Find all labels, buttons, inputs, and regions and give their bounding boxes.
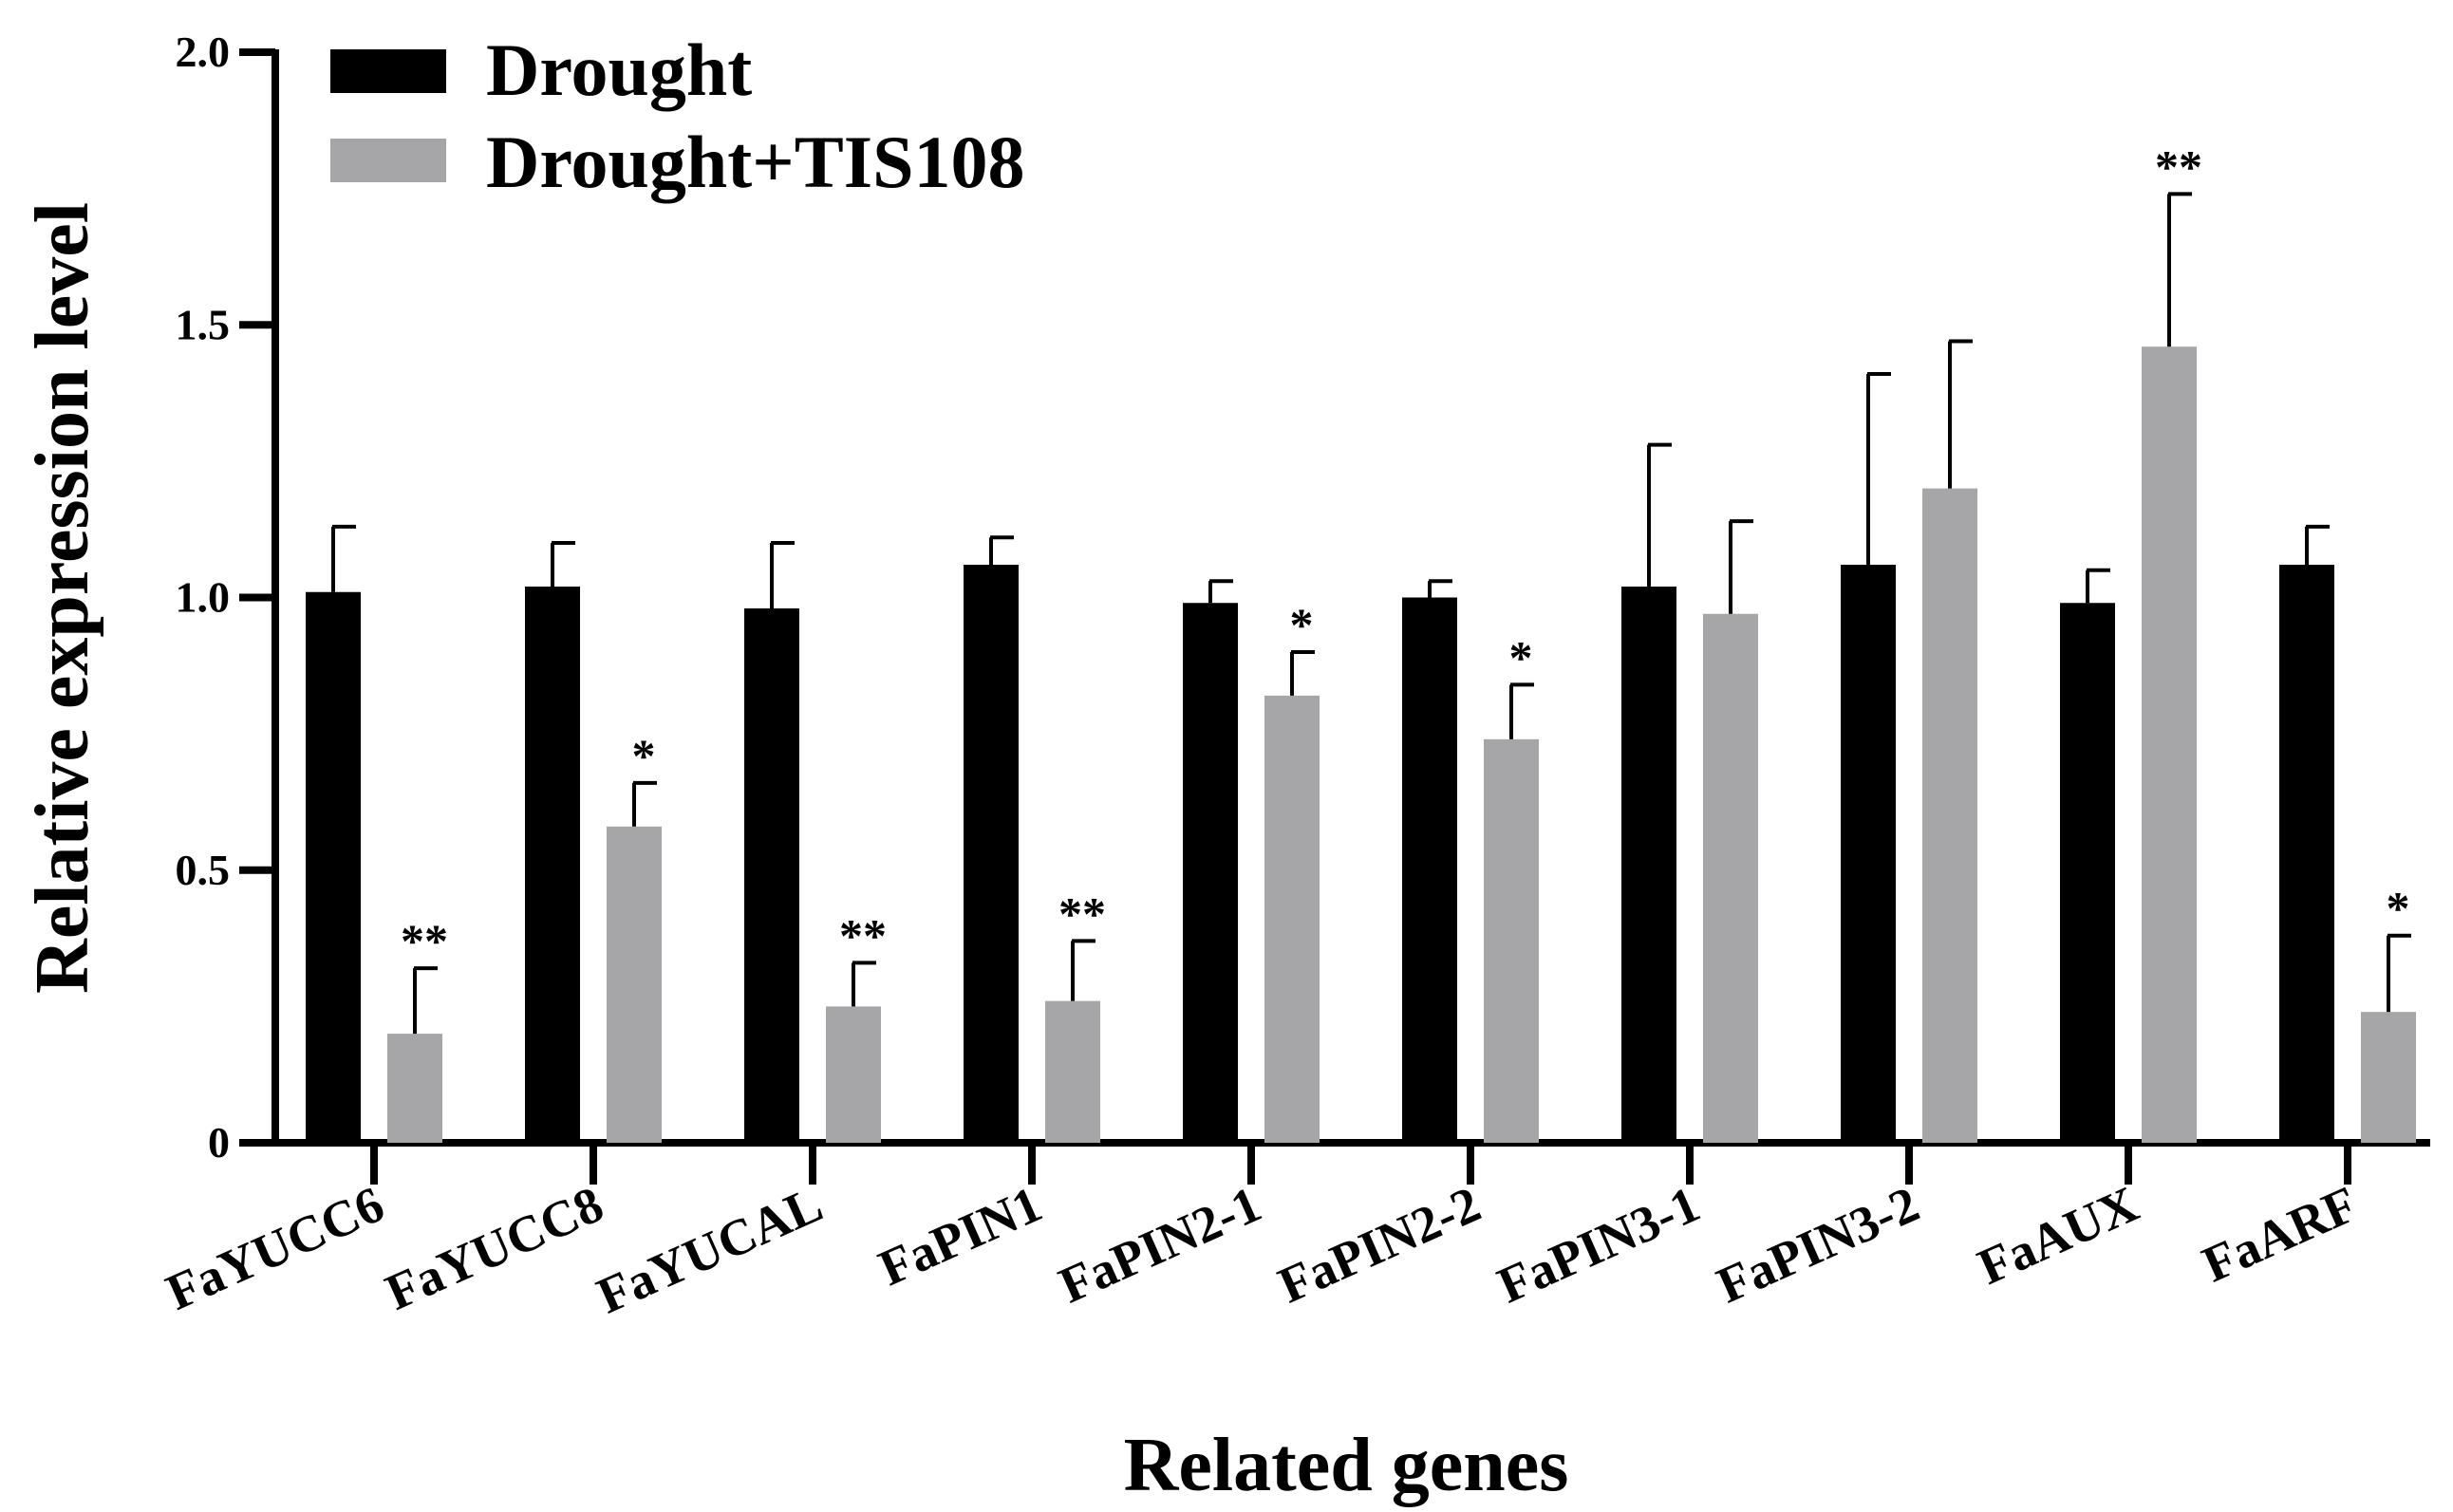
y-axis-title: Relative expression level xyxy=(21,202,104,994)
significance-mark: * xyxy=(1509,630,1533,683)
legend-swatch-drought-tis108 xyxy=(330,139,446,182)
bar-drought-tis108 xyxy=(2142,346,2197,1144)
bar-drought-tis108 xyxy=(387,1034,442,1143)
bar-drought xyxy=(1402,597,1457,1143)
bar-drought xyxy=(1841,565,1896,1143)
y-tick-label: 0 xyxy=(208,1118,230,1167)
legend-label-drought: Drought xyxy=(486,28,752,111)
significance-mark: ** xyxy=(401,914,448,967)
bar-drought xyxy=(964,565,1019,1143)
x-category-label: FaAUX xyxy=(1970,1175,2146,1296)
bar-drought xyxy=(525,587,580,1143)
y-tick-label: 0.5 xyxy=(176,846,231,894)
bar-drought-tis108 xyxy=(826,1006,881,1143)
y-tick-label: 2.0 xyxy=(176,28,231,76)
legend: Drought Drought+TIS108 xyxy=(330,28,1024,203)
significance-mark: * xyxy=(2387,882,2410,935)
x-category-label: FaARF xyxy=(2194,1175,2366,1293)
bar-drought xyxy=(2060,603,2115,1143)
x-axis-title: Related genes xyxy=(1124,1424,1569,1507)
bar-drought xyxy=(1183,603,1238,1143)
bar-drought-tis108 xyxy=(1484,738,1539,1143)
bar-drought-tis108 xyxy=(2361,1012,2416,1143)
significance-mark: * xyxy=(632,729,656,782)
x-category-label: FaPIN2-2 xyxy=(1270,1175,1489,1314)
bar-drought xyxy=(1621,587,1676,1143)
x-category-label: FaYUCC6 xyxy=(158,1175,391,1321)
bar-drought xyxy=(2279,565,2334,1143)
y-tick-label: 1.5 xyxy=(176,300,231,348)
bar-drought-tis108 xyxy=(1264,695,1320,1143)
bar-drought-tis108 xyxy=(1703,613,1758,1143)
bar-drought-tis108 xyxy=(607,826,662,1143)
legend-swatch-drought xyxy=(330,49,446,93)
legend-label-drought-tis108: Drought+TIS108 xyxy=(486,121,1024,203)
x-category-label: FaYUCC8 xyxy=(377,1175,610,1321)
x-category-label: FaPIN2-1 xyxy=(1051,1175,1269,1314)
bar-drought xyxy=(306,591,361,1143)
significance-mark: * xyxy=(1290,598,1314,651)
y-ticks: 0 0.5 1.0 1.5 2.0 xyxy=(176,28,275,1167)
bar-drought xyxy=(744,607,799,1143)
bars: ***** ******* xyxy=(306,140,2416,1144)
significance-mark: ** xyxy=(839,908,887,961)
x-category-label: FaPIN3-1 xyxy=(1489,1175,1708,1314)
x-category-label: FaYUCAL xyxy=(589,1175,831,1324)
significance-mark: ** xyxy=(1058,887,1106,940)
bar-drought-tis108 xyxy=(1922,488,1977,1143)
x-category-label: FaPIN1 xyxy=(871,1175,1050,1297)
significance-mark: ** xyxy=(2155,140,2202,193)
y-tick-label: 1.0 xyxy=(176,573,231,622)
x-category-label: FaPIN3-2 xyxy=(1709,1175,1927,1314)
bar-drought-tis108 xyxy=(1045,1000,1100,1143)
